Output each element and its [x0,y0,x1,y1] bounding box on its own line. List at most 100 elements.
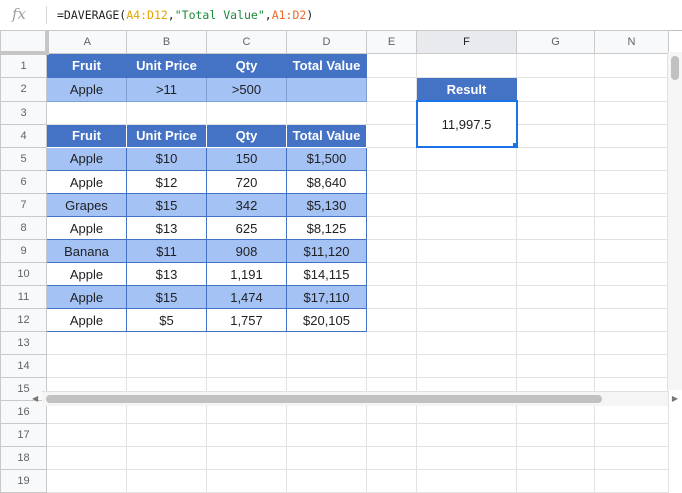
row-header-16[interactable]: 16 [0,400,47,424]
table-cell[interactable]: 150 [206,146,287,171]
table-cell[interactable]: Apple [46,170,127,194]
table-cell[interactable]: 1,757 [206,308,287,332]
cell[interactable] [46,100,127,125]
cell[interactable] [366,285,417,309]
table-cell[interactable]: Grapes [46,193,127,217]
table-cell[interactable]: $11 [126,239,207,263]
row-header-14[interactable]: 14 [0,354,47,378]
row-header-2[interactable]: 2 [0,77,47,102]
cell[interactable] [594,52,669,78]
cell[interactable] [366,423,417,447]
cell[interactable] [126,331,207,355]
table-cell[interactable]: 625 [206,216,287,240]
row-header-19[interactable]: 19 [0,469,47,493]
table-header-fruit[interactable]: Fruit [46,123,127,148]
table-cell[interactable]: 720 [206,170,287,194]
cell[interactable] [126,100,207,125]
cell[interactable] [516,285,595,309]
cell[interactable] [206,446,287,470]
cell[interactable] [594,423,669,447]
cell[interactable] [516,52,595,78]
cell[interactable] [416,262,517,286]
cell[interactable] [516,423,595,447]
row-header-18[interactable]: 18 [0,446,47,470]
row-header-15[interactable]: 15 [0,377,47,401]
scroll-left-icon[interactable]: ◀ [32,394,39,403]
cell[interactable] [516,216,595,240]
col-header-g[interactable]: G [516,30,595,54]
formula-text[interactable]: =DAVERAGE(A4:D12,"Total Value",A1:D2) [57,8,314,22]
table-cell[interactable]: $13 [126,216,207,240]
cell[interactable] [286,469,367,493]
row-header-9[interactable]: 9 [0,239,47,263]
row-header-10[interactable]: 10 [0,262,47,286]
criteria-fruit[interactable]: Apple [46,77,127,102]
horizontal-scroll-thumb[interactable] [46,395,602,403]
cell[interactable] [594,331,669,355]
cell[interactable] [594,146,669,171]
cell[interactable] [594,285,669,309]
vertical-scrollbar[interactable] [667,52,682,390]
cell[interactable] [366,193,417,217]
table-cell[interactable]: Apple [46,308,127,332]
cell[interactable] [46,446,127,470]
cell[interactable] [516,354,595,378]
cell[interactable] [516,446,595,470]
cell[interactable] [126,469,207,493]
cell[interactable] [516,239,595,263]
criteria-qty[interactable]: >500 [206,77,287,102]
cell[interactable] [126,423,207,447]
cell[interactable] [206,100,287,125]
spreadsheet-grid[interactable]: A B C D E F G N 1 Fruit Unit Price Qty T… [0,30,669,493]
cell[interactable] [206,469,287,493]
table-cell[interactable]: Apple [46,146,127,171]
result-header[interactable]: Result [416,77,517,102]
table-cell[interactable]: Apple [46,262,127,286]
cell[interactable] [594,308,669,332]
cell[interactable] [416,285,517,309]
cell[interactable] [366,354,417,378]
cell[interactable] [126,354,207,378]
cell[interactable] [416,52,517,78]
cell[interactable] [46,423,127,447]
cell[interactable] [366,146,417,171]
horizontal-scrollbar[interactable]: ◀ ▶ [32,391,678,406]
cell[interactable] [206,423,287,447]
cell[interactable] [416,423,517,447]
table-cell[interactable]: Apple [46,216,127,240]
row-header-7[interactable]: 7 [0,193,47,217]
cell[interactable] [416,469,517,493]
cell[interactable] [416,193,517,217]
cell[interactable] [516,193,595,217]
cell[interactable] [516,123,595,148]
cell[interactable] [516,77,595,102]
col-header-e[interactable]: E [366,30,417,54]
cell[interactable] [46,354,127,378]
result-value-cell[interactable]: 11,997.5 [415,100,518,148]
table-cell[interactable]: 342 [206,193,287,217]
cell[interactable] [416,446,517,470]
col-header-d[interactable]: D [286,30,367,54]
table-cell[interactable]: $15 [126,285,207,309]
cell[interactable] [416,354,517,378]
cell[interactable] [206,354,287,378]
col-header-b[interactable]: B [126,30,207,54]
table-cell[interactable]: $5,130 [286,193,367,217]
table-cell[interactable]: Apple [46,285,127,309]
cell[interactable] [366,100,417,125]
cell[interactable] [286,423,367,447]
table-cell[interactable]: $8,640 [286,170,367,194]
table-cell[interactable]: $11,120 [286,239,367,263]
vertical-scroll-thumb[interactable] [671,56,679,80]
row-header-6[interactable]: 6 [0,170,47,194]
table-cell[interactable]: $5 [126,308,207,332]
table-cell[interactable]: $12 [126,170,207,194]
cell[interactable] [366,77,417,102]
table-cell[interactable]: 1,474 [206,285,287,309]
cell[interactable] [366,331,417,355]
cell[interactable] [286,331,367,355]
col-header-f[interactable]: F [416,30,517,54]
formula-bar[interactable]: fx =DAVERAGE(A4:D12,"Total Value",A1:D2) [0,0,682,31]
criteria-header-qty[interactable]: Qty [206,52,287,78]
table-cell[interactable]: $10 [126,146,207,171]
